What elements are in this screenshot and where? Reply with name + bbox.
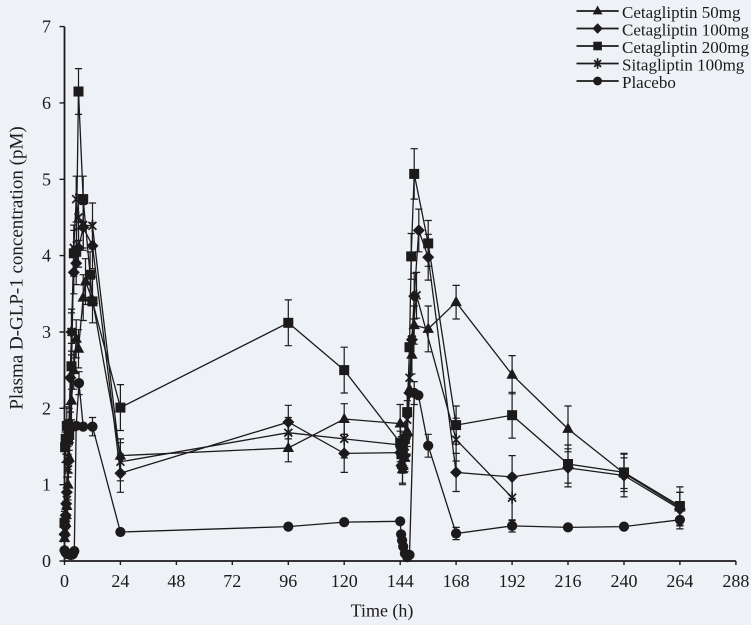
svg-text:264: 264	[666, 571, 693, 591]
svg-text:48: 48	[167, 571, 185, 591]
svg-text:216: 216	[555, 571, 582, 591]
svg-text:6: 6	[42, 93, 51, 113]
svg-text:Time (h): Time (h)	[351, 601, 414, 622]
svg-text:72: 72	[223, 571, 241, 591]
svg-text:3: 3	[42, 322, 51, 342]
svg-text:Sitagliptin 100mg: Sitagliptin 100mg	[622, 55, 745, 74]
svg-text:Cetagliptin 50mg: Cetagliptin 50mg	[622, 3, 741, 22]
svg-text:192: 192	[499, 571, 526, 591]
svg-text:240: 240	[611, 571, 638, 591]
svg-text:5: 5	[42, 169, 51, 189]
svg-text:168: 168	[443, 571, 470, 591]
svg-text:Cetagliptin 200mg: Cetagliptin 200mg	[622, 38, 750, 57]
svg-text:288: 288	[722, 571, 749, 591]
svg-text:0: 0	[60, 571, 69, 591]
svg-text:4: 4	[42, 246, 51, 266]
svg-text:24: 24	[111, 571, 129, 591]
svg-text:Cetagliptin 100mg: Cetagliptin 100mg	[622, 20, 750, 39]
svg-text:2: 2	[42, 398, 51, 418]
svg-text:96: 96	[279, 571, 297, 591]
svg-text:7: 7	[42, 17, 51, 37]
svg-text:144: 144	[387, 571, 414, 591]
svg-text:Plasma D-GLP-1 concentration (: Plasma D-GLP-1 concentration (pM)	[7, 126, 28, 409]
svg-text:120: 120	[331, 571, 358, 591]
svg-text:0: 0	[42, 551, 51, 571]
svg-text:Placebo: Placebo	[622, 73, 676, 92]
svg-text:1: 1	[42, 475, 51, 495]
